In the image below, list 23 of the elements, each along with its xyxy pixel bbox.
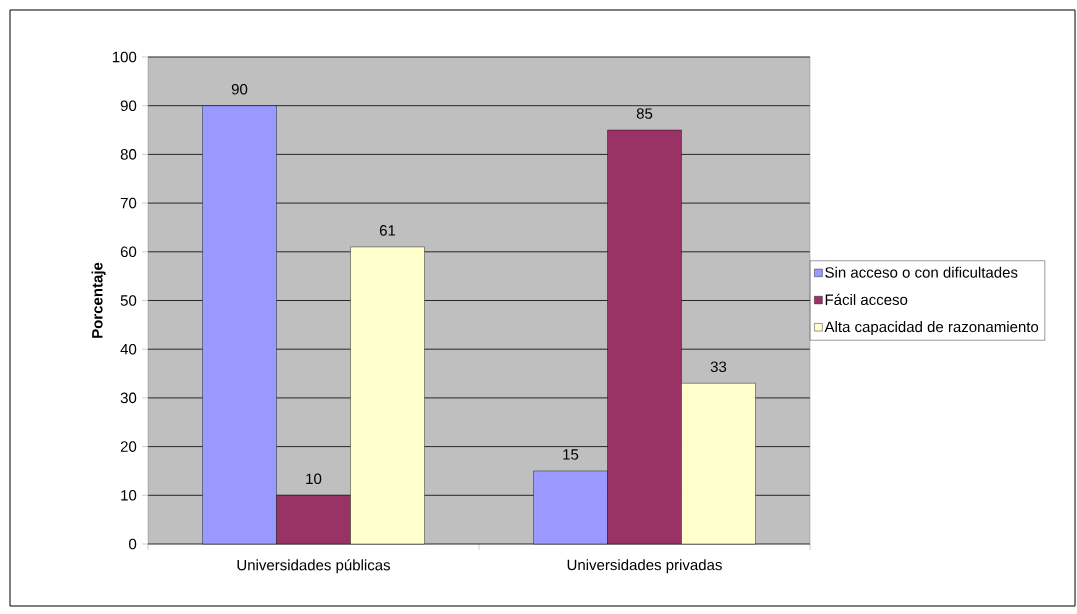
data-label: 61 <box>379 225 396 236</box>
data-label: 90 <box>231 83 248 95</box>
data-label: 10 <box>306 473 322 485</box>
y-tick-label: 10 <box>121 489 137 501</box>
y-tick-label: 40 <box>120 343 137 355</box>
data-label: 33 <box>710 361 727 373</box>
y-tick-label: 70 <box>120 197 137 209</box>
y-tick-label: 90 <box>120 100 137 111</box>
y-tick-label: 100 <box>112 51 137 63</box>
x-tick-label: Universidades públicas <box>237 559 391 574</box>
x-tick-label: Universidades privadas <box>567 559 722 574</box>
data-label: 15 <box>563 449 579 460</box>
y-tick-label: 50 <box>120 295 137 306</box>
data-label: 85 <box>636 108 653 119</box>
legend-label: Fácil acceso <box>825 293 908 306</box>
y-tick-label: 60 <box>120 246 137 258</box>
legend-label: Alta capacidad de razonamiento <box>824 321 1039 336</box>
y-tick-label: 80 <box>120 149 137 160</box>
y-tick-label: 20 <box>120 441 137 452</box>
y-axis-title: Porcentaje <box>91 262 106 338</box>
y-tick-label: 30 <box>120 392 137 404</box>
legend-label: Sin acceso o con dificultades <box>825 266 1018 278</box>
y-tick-label: 0 <box>129 538 137 550</box>
